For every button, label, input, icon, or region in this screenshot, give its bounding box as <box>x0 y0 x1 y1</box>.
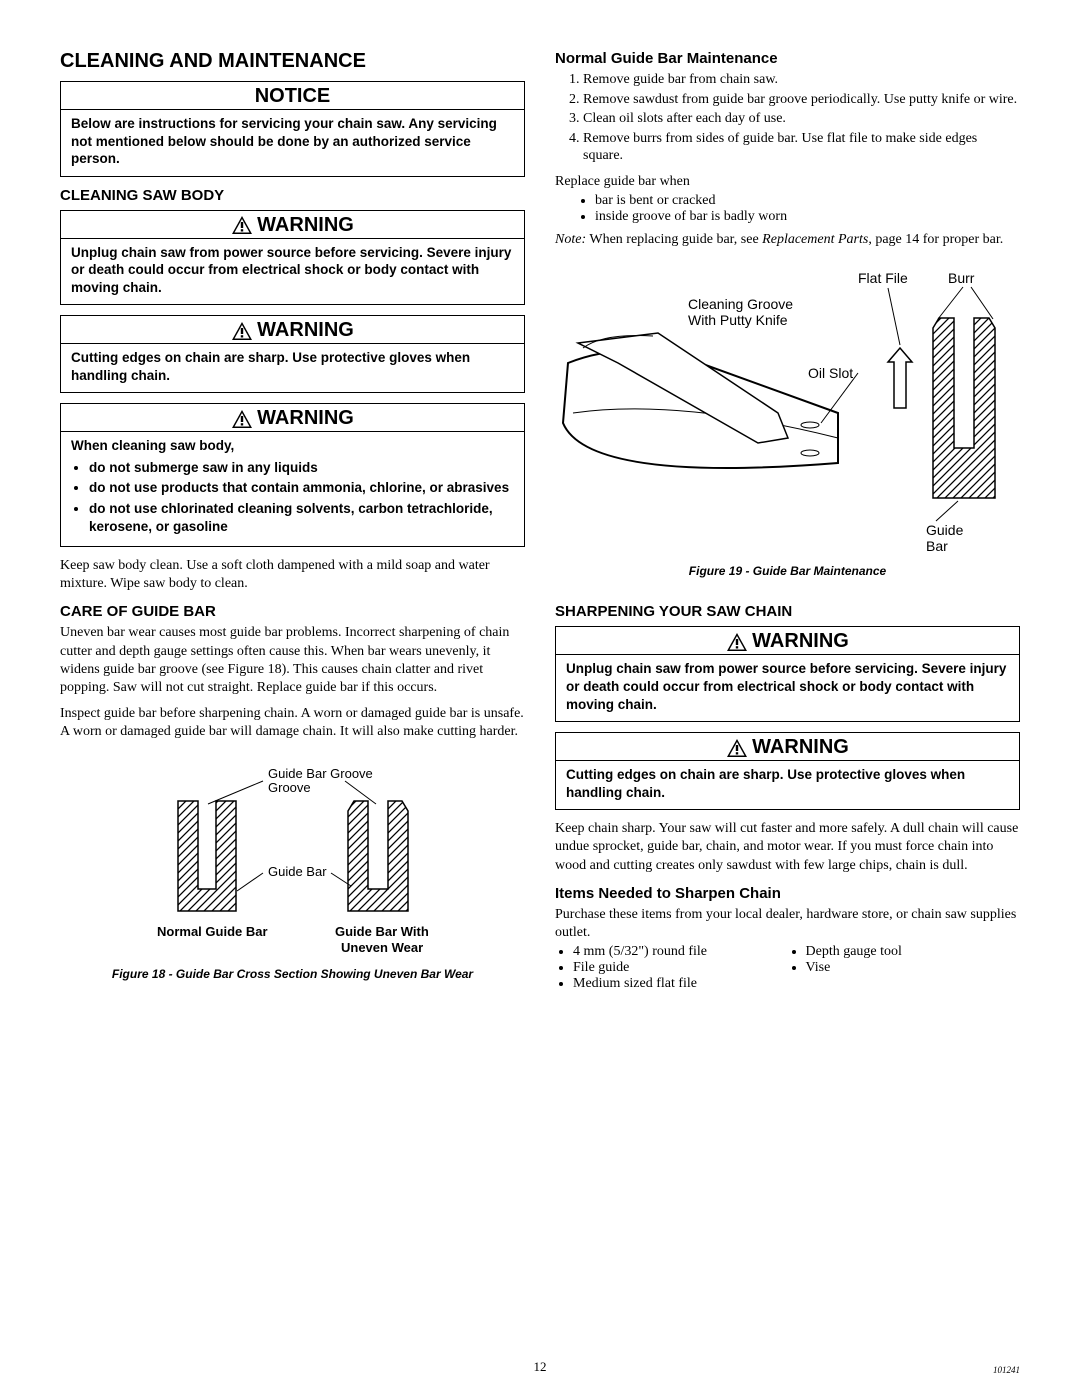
cleaning-saw-body-head: CLEANING SAW BODY <box>60 187 525 204</box>
item: Depth gauge tool <box>806 944 1021 960</box>
warning-body: Unplug chain saw from power source befor… <box>556 655 1019 721</box>
fig19-oil-label: Oil Slot <box>808 365 853 381</box>
warning-head: WARNING <box>556 733 1019 761</box>
warning-label: WARNING <box>752 630 849 652</box>
warning-label: WARNING <box>257 407 354 429</box>
warning-clean-head: When cleaning saw body, <box>71 438 234 453</box>
warning-icon <box>726 632 748 652</box>
fig18-groove-label2: Groove <box>268 780 311 795</box>
fig19-flat-label: Flat File <box>858 270 908 286</box>
step: Clean oil slots after each day of use. <box>583 110 1020 128</box>
fig19-clean-label1: Cleaning Groove <box>688 296 793 312</box>
right-column: Normal Guide Bar Maintenance Remove guid… <box>555 50 1020 992</box>
warning-head: WARNING <box>61 404 524 432</box>
clean-item: do not use chlorinated cleaning solvents… <box>89 500 514 535</box>
fig19-burr-label: Burr <box>948 270 975 286</box>
step: Remove guide bar from chain saw. <box>583 71 1020 89</box>
fig18-groove-label: Guide Bar Groove <box>268 766 373 781</box>
items-columns: 4 mm (5/32") round file File guide Mediu… <box>555 944 1020 992</box>
warning-icon <box>231 409 253 429</box>
page-title: CLEANING AND MAINTENANCE <box>60 50 525 73</box>
page-number: 12 <box>0 1359 1080 1375</box>
figure-18: Guide Bar Groove Groove Guide Bar Normal… <box>60 756 525 983</box>
warning-label: WARNING <box>257 214 354 236</box>
item: Vise <box>806 960 1021 976</box>
para-care-1: Uneven bar wear causes most guide bar pr… <box>60 624 525 697</box>
note-text2: , page 14 for proper bar. <box>868 232 1003 247</box>
care-guide-bar-head: CARE OF GUIDE BAR <box>60 603 525 620</box>
fig19-clean-label2: With Putty Knife <box>688 312 788 328</box>
warning-body: Cutting edges on chain are sharp. Use pr… <box>61 344 524 392</box>
replace-item: bar is bent or cracked <box>595 193 1020 209</box>
note-word: Note: <box>555 232 586 247</box>
sharpening-head: SHARPENING YOUR SAW CHAIN <box>555 603 1020 620</box>
notice-box: NOTICE Below are instructions for servic… <box>60 81 525 177</box>
fig18-uneven-cap: Guide Bar With <box>335 924 429 939</box>
step: Remove burrs from sides of guide bar. Us… <box>583 130 1020 165</box>
doc-id: 101241 <box>993 1365 1020 1375</box>
warning-unplug-2: WARNING Unplug chain saw from power sour… <box>555 626 1020 722</box>
notice-head: NOTICE <box>61 82 524 110</box>
warning-gloves-1: WARNING Cutting edges on chain are sharp… <box>60 315 525 393</box>
warning-body: When cleaning saw body, do not submerge … <box>61 432 524 546</box>
replace-item: inside groove of bar is badly worn <box>595 209 1020 225</box>
fig18-normal-cap: Normal Guide Bar <box>157 924 268 939</box>
left-column: CLEANING AND MAINTENANCE NOTICE Below ar… <box>60 50 525 992</box>
warning-icon <box>231 321 253 341</box>
figure-19-svg: Flat File Burr Cleaning Groove With Putt… <box>558 263 1018 553</box>
item: Medium sized flat file <box>573 976 788 992</box>
items-needed-head: Items Needed to Sharpen Chain <box>555 885 1020 902</box>
para-items: Purchase these items from your local dea… <box>555 906 1020 942</box>
notice-body: Below are instructions for servicing you… <box>61 110 524 176</box>
clean-item: do not submerge saw in any liquids <box>89 459 514 477</box>
replace-list: bar is bent or cracked inside groove of … <box>555 193 1020 225</box>
normal-maint-head: Normal Guide Bar Maintenance <box>555 50 1020 67</box>
fig18-uneven-cap2: Uneven Wear <box>341 940 423 955</box>
warning-label: WARNING <box>257 319 354 341</box>
para-care-2: Inspect guide bar before sharpening chai… <box>60 705 525 741</box>
para-keep-clean: Keep saw body clean. Use a soft cloth da… <box>60 557 525 593</box>
item: File guide <box>573 960 788 976</box>
figure-18-svg: Guide Bar Groove Groove Guide Bar Normal… <box>123 756 463 956</box>
warning-clean-list: WARNING When cleaning saw body, do not s… <box>60 403 525 547</box>
clean-item: do not use products that contain ammonia… <box>89 479 514 497</box>
warning-head: WARNING <box>61 316 524 344</box>
warning-head: WARNING <box>61 211 524 239</box>
fig18-bar-label: Guide Bar <box>268 864 327 879</box>
figure-19: Flat File Burr Cleaning Groove With Putt… <box>555 263 1020 580</box>
warning-icon <box>726 738 748 758</box>
note-text1: When replacing guide bar, see <box>586 232 762 247</box>
warning-label: WARNING <box>752 736 849 758</box>
fig19-bar-label1: Guide <box>926 522 964 538</box>
fig18-caption: Figure 18 - Guide Bar Cross Section Show… <box>60 967 525 983</box>
replace-head: Replace guide bar when <box>555 173 1020 191</box>
warning-gloves-2: WARNING Cutting edges on chain are sharp… <box>555 732 1020 810</box>
maint-steps: Remove guide bar from chain saw. Remove … <box>555 71 1020 165</box>
fig19-caption: Figure 19 - Guide Bar Maintenance <box>555 564 1020 580</box>
warning-icon <box>231 215 253 235</box>
fig19-bar-label2: Bar <box>926 538 948 553</box>
warning-body: Cutting edges on chain are sharp. Use pr… <box>556 761 1019 809</box>
warning-body: Unplug chain saw from power source befor… <box>61 239 524 305</box>
note-italic: Replacement Parts <box>762 232 868 247</box>
item: 4 mm (5/32") round file <box>573 944 788 960</box>
note-line: Note: When replacing guide bar, see Repl… <box>555 231 1020 249</box>
warning-unplug-1: WARNING Unplug chain saw from power sour… <box>60 210 525 306</box>
step: Remove sawdust from guide bar groove per… <box>583 91 1020 109</box>
warning-head: WARNING <box>556 627 1019 655</box>
para-sharp: Keep chain sharp. Your saw will cut fast… <box>555 820 1020 875</box>
